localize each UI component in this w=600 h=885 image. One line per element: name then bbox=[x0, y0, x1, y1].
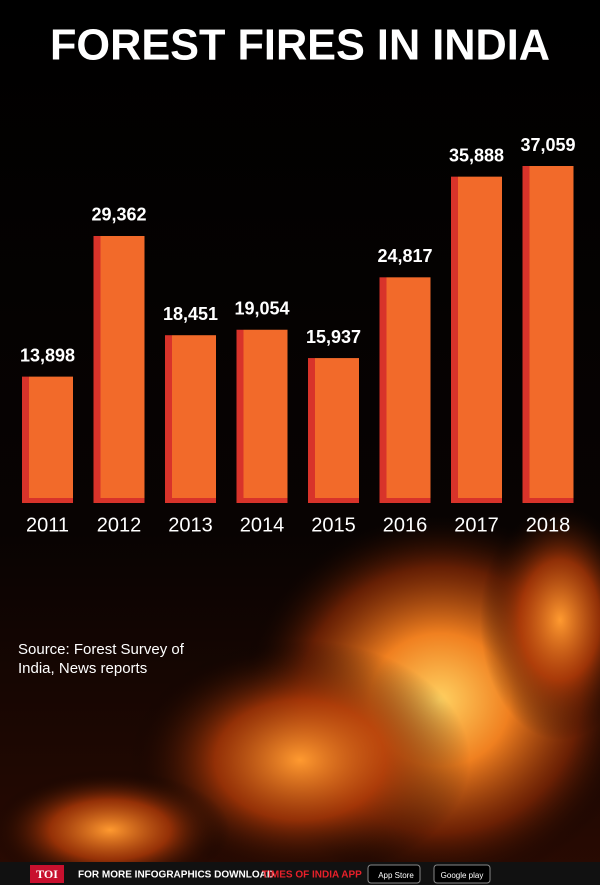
app-store-badge[interactable] bbox=[367, 864, 421, 884]
value-label: 29,362 bbox=[91, 205, 146, 225]
bar bbox=[379, 277, 431, 503]
x-tick-label: 2013 bbox=[168, 514, 213, 536]
value-label: 24,817 bbox=[377, 246, 432, 266]
bar-base bbox=[451, 498, 502, 503]
fire-glow bbox=[0, 770, 230, 885]
bar-base bbox=[22, 498, 73, 503]
bar bbox=[165, 335, 216, 503]
bar bbox=[451, 176, 502, 503]
bar-base bbox=[522, 498, 574, 503]
bar-base bbox=[379, 498, 431, 503]
badge-text[interactable]: App Store bbox=[378, 871, 414, 880]
footer-text: FOR MORE INFOGRAPHICS DOWNLOAD bbox=[78, 870, 274, 881]
value-label: 15,937 bbox=[306, 327, 361, 347]
bar-base bbox=[93, 498, 145, 503]
bar bbox=[308, 358, 359, 503]
x-tick-label: 2017 bbox=[454, 514, 499, 536]
google-play-badge[interactable] bbox=[433, 864, 491, 884]
bar-base bbox=[236, 498, 288, 503]
value-label: 19,054 bbox=[234, 298, 289, 318]
value-label: 13,898 bbox=[20, 345, 75, 365]
x-tick-label: 2012 bbox=[97, 514, 142, 536]
bar-base bbox=[165, 498, 216, 503]
x-tick-label: 2016 bbox=[383, 514, 428, 536]
footer-app: TIMES OF INDIA APP bbox=[262, 870, 362, 881]
badge-text[interactable]: Google play bbox=[441, 871, 484, 880]
value-label: 35,888 bbox=[449, 145, 504, 165]
logo: TOI bbox=[36, 867, 58, 881]
source-note: Source: Forest Survey of India, News rep… bbox=[18, 641, 184, 677]
chart-title: FOREST FIRES IN INDIA bbox=[50, 21, 550, 70]
x-tick-label: 2015 bbox=[311, 514, 356, 536]
x-tick-label: 2014 bbox=[240, 514, 285, 536]
fire-glow bbox=[480, 500, 600, 740]
bar bbox=[236, 329, 288, 503]
bar bbox=[93, 235, 145, 503]
bar bbox=[522, 166, 574, 503]
x-tick-label: 2011 bbox=[26, 514, 69, 536]
x-tick-label: 2018 bbox=[526, 514, 571, 536]
logo-box bbox=[30, 865, 64, 883]
bar-base bbox=[308, 498, 359, 503]
value-label: 37,059 bbox=[520, 135, 575, 155]
bar bbox=[22, 376, 73, 503]
value-label: 18,451 bbox=[163, 304, 218, 324]
